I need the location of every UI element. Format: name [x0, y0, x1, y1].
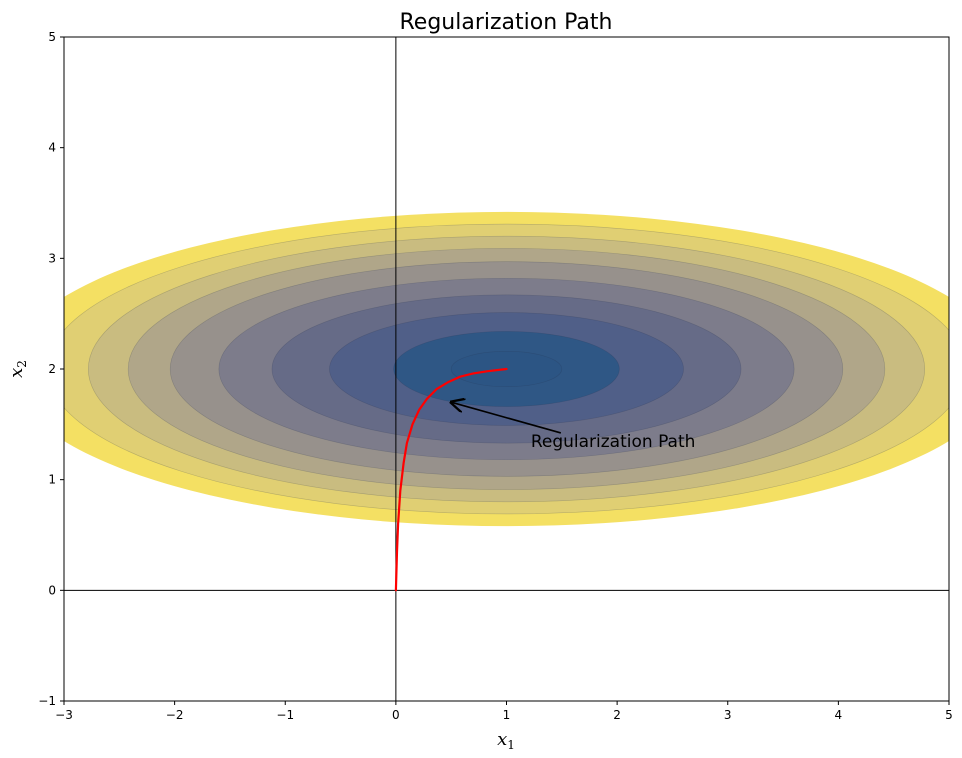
x-tick-label: 1	[503, 708, 511, 722]
y-axis-label-main: x	[6, 368, 27, 378]
x-tick-label: −1	[276, 708, 294, 722]
x-tick-label: 0	[392, 708, 400, 722]
y-tick-label: 1	[48, 473, 56, 487]
y-tick-label: 2	[48, 362, 56, 376]
y-tick-label: 4	[48, 141, 56, 155]
y-tick-label: 3	[48, 251, 56, 265]
path-layer	[394, 367, 508, 592]
x-axis-ticks: −3 −2 −1 0 1 2 3 4 5	[55, 701, 953, 722]
y-axis-label: x2	[6, 360, 29, 378]
contour-layer	[64, 211, 949, 527]
annotation-arrow	[451, 402, 562, 434]
y-axis-ticks: −1 0 1 2 3 4 5	[38, 30, 64, 708]
x-tick-label: −3	[55, 708, 73, 722]
regularization-path-line	[394, 367, 508, 592]
x-axis-label-main: x	[497, 729, 507, 750]
annotation-layer: Regularization Path	[451, 402, 695, 452]
y-tick-label: 5	[48, 30, 56, 44]
annotation-text: Regularization Path	[531, 432, 696, 452]
x-tick-label: 3	[724, 708, 732, 722]
y-tick-label: −1	[38, 694, 56, 708]
x-tick-label: 5	[945, 708, 953, 722]
x-tick-label: 2	[613, 708, 621, 722]
x-axis-label: x1	[497, 729, 515, 752]
y-tick-label: 0	[48, 583, 56, 597]
x-tick-label: 4	[835, 708, 843, 722]
y-axis-label-subscript: 2	[15, 360, 29, 368]
x-tick-label: −2	[166, 708, 184, 722]
chart-title: Regularization Path	[400, 10, 613, 35]
x-axis-label-subscript: 1	[507, 738, 515, 752]
